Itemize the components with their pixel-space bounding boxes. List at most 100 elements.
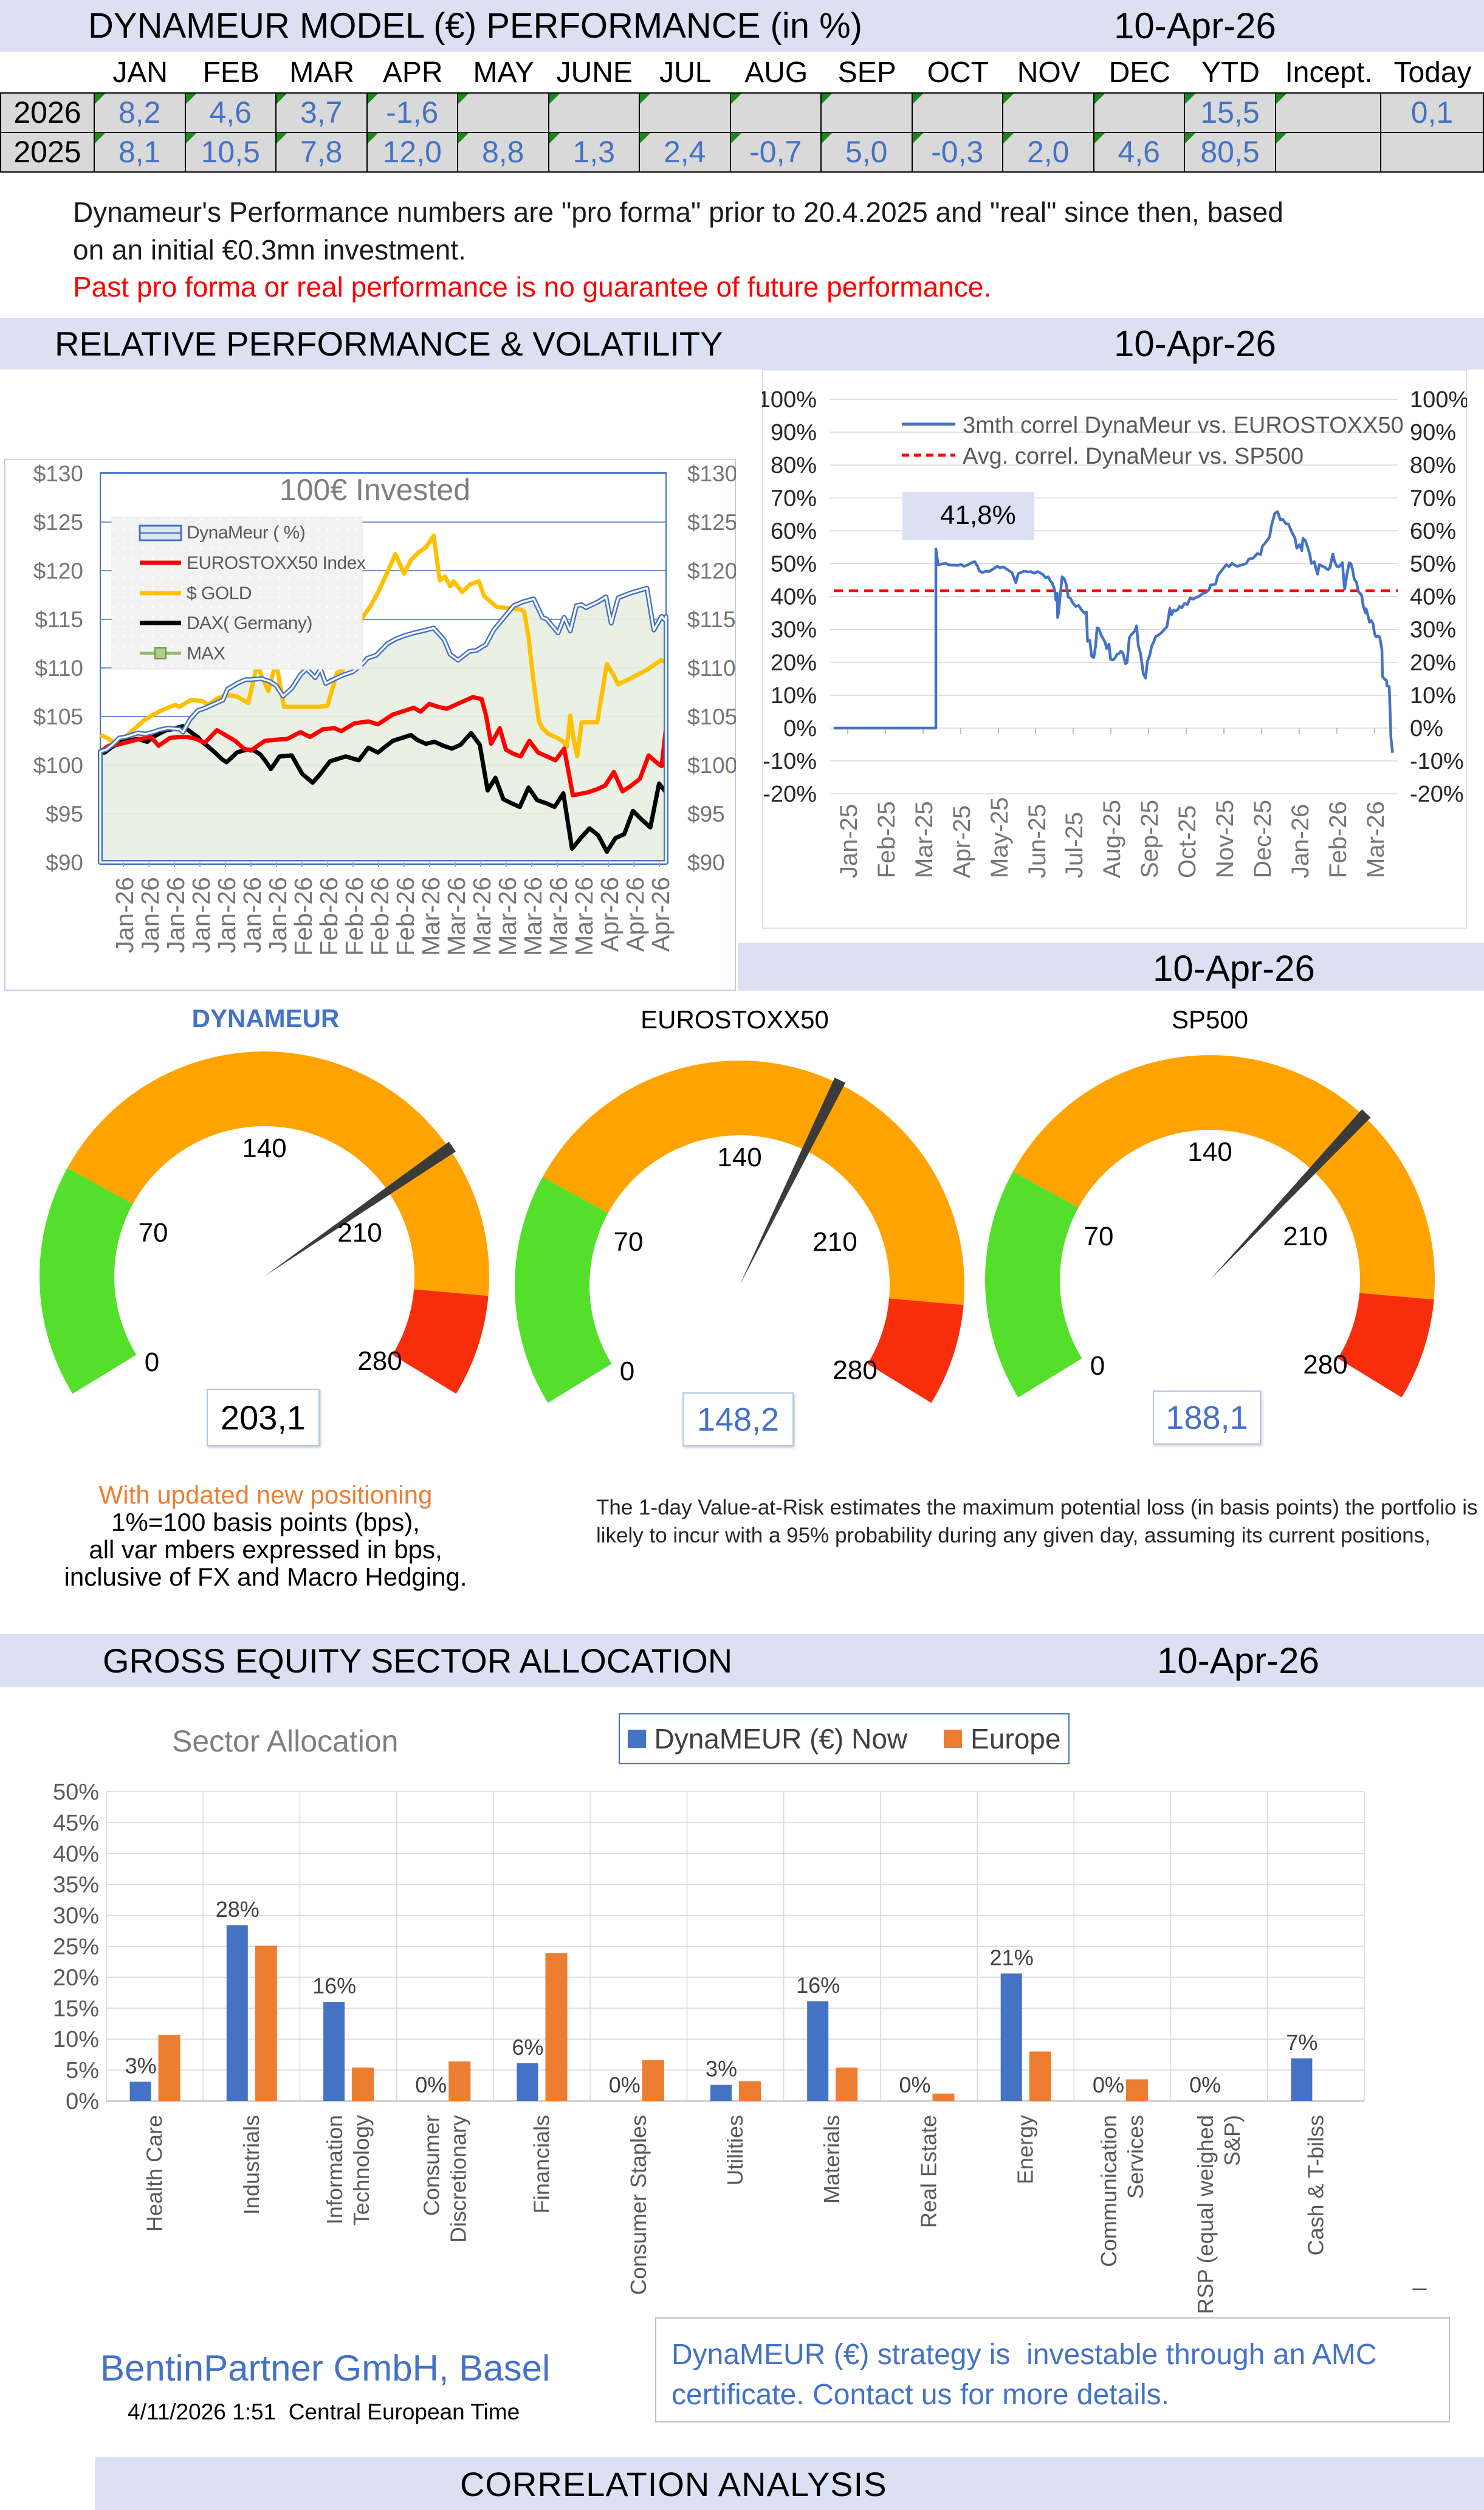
svg-text:280: 280 (357, 1346, 402, 1376)
svg-text:DynaMeur ( %): DynaMeur ( %) (187, 523, 305, 543)
svg-text:30%: 30% (53, 1903, 99, 1929)
svg-text:Mar-26: Mar-26 (1362, 801, 1389, 878)
svg-text:$120: $120 (687, 559, 736, 583)
svg-text:MAX: MAX (187, 644, 225, 664)
svg-text:0%: 0% (1093, 2072, 1124, 2097)
svg-text:-10%: -10% (1410, 749, 1464, 774)
svg-text:10%: 10% (771, 683, 817, 709)
svg-text:$130: $130 (33, 461, 83, 486)
svg-text:140: 140 (242, 1133, 286, 1163)
svg-text:40%: 40% (771, 585, 817, 610)
svg-text:30%: 30% (771, 617, 817, 643)
svg-text:$ GOLD: $ GOLD (187, 583, 252, 603)
svg-text:3%: 3% (125, 2053, 157, 2078)
svg-text:Mar-26: Mar-26 (493, 877, 521, 956)
svg-text:0: 0 (620, 1356, 634, 1386)
svg-text:$105: $105 (687, 704, 736, 729)
svg-text:Sep-25: Sep-25 (1136, 800, 1163, 878)
svg-text:Utilities: Utilities (723, 2115, 747, 2185)
svg-text:0: 0 (1090, 1351, 1105, 1381)
svg-text:Feb-26: Feb-26 (391, 877, 419, 956)
svg-text:20%: 20% (1410, 650, 1456, 676)
svg-text:41,8%: 41,8% (940, 500, 1016, 530)
svg-text:Mar-26: Mar-26 (544, 877, 572, 956)
svg-text:50%: 50% (771, 552, 817, 577)
svg-text:Financials: Financials (529, 2115, 554, 2213)
svg-text:Consumer Staples: Consumer Staples (626, 2115, 651, 2295)
svg-text:90%: 90% (771, 420, 817, 445)
svg-text:80%: 80% (771, 453, 817, 478)
svg-text:$110: $110 (687, 656, 736, 681)
svg-text:$100: $100 (33, 753, 83, 778)
svg-text:210: 210 (337, 1218, 382, 1248)
svg-text:50%: 50% (53, 1779, 99, 1805)
svg-text:$110: $110 (35, 656, 83, 681)
svg-text:Apr-26: Apr-26 (621, 877, 649, 952)
svg-text:DAX( Germany): DAX( Germany) (187, 613, 312, 633)
svg-text:S&P): S&P) (1220, 2115, 1245, 2166)
svg-text:Services: Services (1123, 2115, 1148, 2199)
svg-text:70%: 70% (771, 486, 817, 511)
svg-text:90%: 90% (1410, 420, 1456, 445)
svg-text:0%: 0% (783, 716, 817, 741)
svg-text:Jan-26: Jan-26 (1287, 804, 1314, 878)
svg-text:$125: $125 (687, 510, 736, 535)
svg-text:Apr-25: Apr-25 (949, 805, 975, 878)
svg-text:Feb-26: Feb-26 (289, 877, 317, 956)
svg-text:Dec-25: Dec-25 (1249, 800, 1276, 878)
svg-text:100%: 100% (762, 387, 817, 413)
svg-text:10%: 10% (53, 2027, 99, 2052)
svg-text:$120: $120 (33, 559, 83, 583)
svg-text:7%: 7% (1286, 2030, 1317, 2055)
svg-text:May-25: May-25 (986, 797, 1013, 878)
svg-text:Mar-26: Mar-26 (468, 877, 496, 956)
svg-text:0%: 0% (609, 2072, 641, 2097)
svg-text:Jan-26: Jan-26 (136, 877, 164, 953)
svg-text:Mar-26: Mar-26 (417, 877, 445, 956)
svg-text:Discretionary: Discretionary (445, 2115, 470, 2243)
svg-text:$100: $100 (687, 753, 736, 778)
svg-text:0%: 0% (415, 2072, 447, 2097)
svg-text:Mar-26: Mar-26 (519, 877, 547, 956)
svg-text:20%: 20% (53, 1965, 99, 1990)
svg-text:70: 70 (139, 1218, 168, 1248)
svg-text:80%: 80% (1410, 453, 1456, 478)
svg-text:Jan-26: Jan-26 (111, 877, 139, 953)
svg-text:Cash & T-bilss: Cash & T-bilss (1303, 2115, 1328, 2255)
svg-text:20%: 20% (771, 650, 817, 676)
svg-text:$90: $90 (687, 850, 725, 875)
svg-text:50%: 50% (1410, 552, 1456, 577)
svg-text:$95: $95 (46, 802, 83, 827)
svg-text:40%: 40% (53, 1841, 99, 1867)
svg-text:16%: 16% (312, 1973, 356, 1998)
svg-text:16%: 16% (796, 1973, 840, 1998)
svg-text:0: 0 (145, 1347, 159, 1377)
svg-text:Jul-25: Jul-25 (1061, 812, 1088, 878)
svg-text:100%: 100% (1410, 387, 1467, 413)
svg-text:3mth correl DynaMeur vs. EUROS: 3mth correl DynaMeur vs. EUROSTOXX50 (963, 413, 1404, 438)
svg-text:0%: 0% (1410, 716, 1443, 741)
svg-text:Jan-25: Jan-25 (836, 804, 862, 878)
svg-text:30%: 30% (1410, 617, 1456, 643)
svg-text:Feb-25: Feb-25 (873, 801, 900, 878)
svg-text:60%: 60% (771, 518, 817, 544)
svg-text:Nov-25: Nov-25 (1212, 800, 1238, 878)
svg-text:Avg. correl. DynaMeur vs. SP50: Avg. correl. DynaMeur vs. SP500 (963, 444, 1304, 469)
svg-text:140: 140 (1187, 1137, 1232, 1167)
svg-text:Technology: Technology (349, 2115, 374, 2226)
svg-text:-20%: -20% (763, 782, 817, 807)
svg-text:Jan-26: Jan-26 (238, 877, 266, 953)
svg-text:210: 210 (812, 1227, 857, 1257)
svg-text:Industrials: Industrials (239, 2115, 264, 2215)
svg-text:$115: $115 (687, 607, 736, 632)
svg-text:25%: 25% (53, 1934, 99, 1960)
svg-text:-10%: -10% (763, 749, 817, 774)
svg-text:280: 280 (833, 1355, 877, 1385)
svg-text:70: 70 (614, 1227, 644, 1257)
svg-text:$125: $125 (33, 510, 83, 535)
svg-text:6%: 6% (512, 2035, 543, 2060)
svg-text:10%: 10% (1410, 683, 1456, 709)
svg-text:0%: 0% (899, 2072, 930, 2097)
svg-text:15%: 15% (53, 1996, 99, 2021)
svg-text:Feb-26: Feb-26 (340, 877, 368, 956)
